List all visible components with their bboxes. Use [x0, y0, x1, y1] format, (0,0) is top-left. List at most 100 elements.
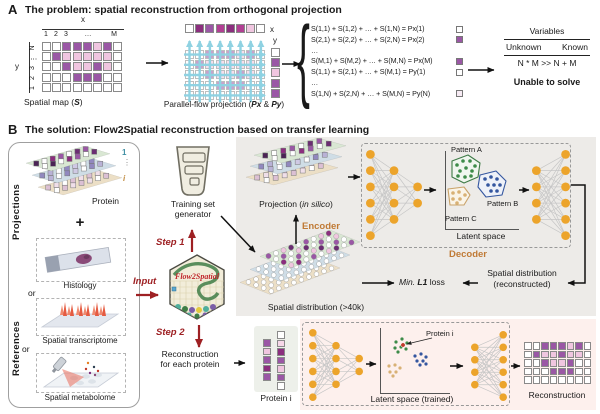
or-label: or [22, 344, 30, 354]
input-label: Input [133, 276, 157, 287]
protein-label: Protein [92, 196, 119, 206]
projection-in-silico-stack [246, 138, 347, 186]
parallel-flow-caption: Parallel-flow projection (Px & Py) [163, 100, 285, 109]
equation-line: S(1,1) + S(1,2) + … + S(1,N) = Px(1) [311, 24, 463, 35]
panel-b-label: B [8, 122, 18, 137]
latent-space-caption: Latent space [456, 231, 506, 241]
equation-swatch [456, 68, 463, 76]
reconstruction-for-each-protein-label: Reconstruction for each protein [160, 349, 220, 370]
projection-x-label: x [270, 25, 274, 34]
step2-decoder-network [471, 331, 507, 401]
min-l1-loss-label: Min. L1 loss [399, 277, 445, 287]
parallel-flow-arrows [184, 40, 266, 102]
x-tick: M [111, 31, 117, 38]
projections-section-label: Projections [11, 183, 22, 240]
equation-swatch [456, 57, 463, 65]
latent-space-trained-caption: Latent space (trained) [370, 394, 454, 404]
spatial-map-x-axis-label: x [81, 15, 85, 24]
spatial-map-y-axis-label: y [15, 62, 19, 71]
equation-system: S(1,1) + S(1,2) + … + S(1,N) = Px(1) S(2… [311, 24, 463, 100]
equation-line: … [311, 77, 319, 87]
flow2spatial-logo: Flow2Spatial [169, 254, 225, 320]
equation-line: S(2,1) + S(2,2) + … + S(2,N) = Px(2) [311, 35, 463, 46]
encoder-network [366, 150, 422, 240]
spatial-map-y-axis-line [29, 42, 30, 93]
latent-space-trained-plot [380, 328, 450, 394]
histology-box [36, 238, 126, 282]
metabolome-caption: Spatial metabolome [44, 393, 116, 402]
spatial-metabolome-icon [42, 356, 120, 388]
step2-encoder-network [309, 329, 363, 401]
equation-line: S(M,1) + S(M,2) + … + S(M,N) = Px(M) [311, 56, 463, 67]
equation-swatch [456, 36, 463, 44]
protein-index-i: i [123, 174, 126, 183]
histology-icon [44, 246, 112, 273]
equation-line: … [311, 45, 319, 55]
step2-label: Step 2 [156, 327, 185, 338]
x-tick: 1 [44, 31, 48, 38]
protein-i-caption: Protein i [260, 393, 292, 403]
protein-index-1: 1 [122, 148, 127, 157]
panel-a-label: A [8, 2, 18, 17]
logo-ribbon [172, 262, 220, 301]
equation-swatch [456, 25, 463, 33]
pattern-c-label: Pattern C [445, 214, 477, 223]
training-set-generator-icon [176, 146, 210, 196]
step2-network-box [302, 322, 510, 406]
spatial-map-caption: Spatial map (S) [24, 97, 83, 107]
y-tick: 1 [29, 86, 36, 90]
transcriptome-caption: Spatial transcriptome [42, 336, 118, 345]
protein-i-annotation: Protein i [426, 329, 454, 338]
latent-space-trained-scatter [387, 337, 428, 378]
variables-table: Variables Unknown Known N * M >> N + M Un… [504, 26, 590, 87]
variables-relation: N * M >> N + M [517, 58, 577, 68]
spatial-distribution-stack [240, 230, 361, 295]
projection-y-label: y [273, 36, 277, 45]
protein-index-ellipsis: ⋮ [123, 158, 131, 167]
equation-line: S(1,1) + S(2,1) + … + S(M,1) = Py(1) [311, 67, 463, 78]
spatial-transcriptome-icon [40, 302, 120, 328]
panel-b-title: The solution: Flow2Spatial reconstructio… [25, 124, 370, 136]
step1-label: Step 1 [156, 237, 185, 248]
x-tick: 3 [64, 31, 68, 38]
x-tick: 2 [54, 31, 58, 38]
x-tick-ellipsis: … [84, 31, 92, 38]
spatial-map-x-axis-line [42, 29, 124, 30]
y-tick: 3 [29, 66, 36, 70]
variables-note: Unable to solve [513, 77, 581, 87]
y-tick: N [29, 45, 36, 51]
protein-i-panel [254, 326, 298, 392]
or-label: or [28, 288, 36, 298]
pattern-b-label: Pattern B [487, 199, 519, 208]
latent-space-plot [445, 151, 519, 230]
plus-sign: + [75, 214, 85, 231]
decoder-network [532, 150, 570, 240]
logo-text: Flow2Spatial [174, 272, 220, 281]
projections-stack-illustration [26, 146, 123, 196]
divider [504, 38, 590, 40]
generator-caption: Training set generator [170, 199, 216, 220]
equation-brace: { [297, 8, 310, 110]
y-tick: 2 [29, 76, 36, 80]
variables-title: Variables [529, 26, 565, 36]
panel-a-title: The problem: spatial reconstruction from… [25, 4, 342, 16]
histology-caption: Histology [63, 281, 97, 290]
references-section-label: References [11, 320, 22, 376]
variables-known: Known [562, 42, 588, 52]
projection-in-silico-caption: Projection (in silico) [259, 199, 333, 209]
transcriptome-box [36, 298, 126, 336]
spatial-map-grid [42, 42, 124, 93]
reconstruction-caption: Reconstruction [528, 390, 586, 400]
spatial-distribution-caption: Spatial distribution (>40k) [267, 302, 365, 312]
equation-swatch [456, 90, 463, 98]
encoder-label: Encoder [302, 221, 341, 232]
latent-space-scatter [447, 154, 507, 206]
spatial-distribution-reconstructed-label: Spatial distribution (reconstructed) [487, 268, 557, 289]
divider [504, 54, 590, 56]
pattern-a-label: Pattern A [451, 145, 482, 154]
decoder-label: Decoder [448, 249, 487, 260]
variables-unknown: Unknown [506, 42, 542, 52]
metabolome-box [36, 353, 126, 393]
equation-line: S(1,N) + S(2,N) + … + S(M,N) = Py(N) [311, 89, 463, 100]
